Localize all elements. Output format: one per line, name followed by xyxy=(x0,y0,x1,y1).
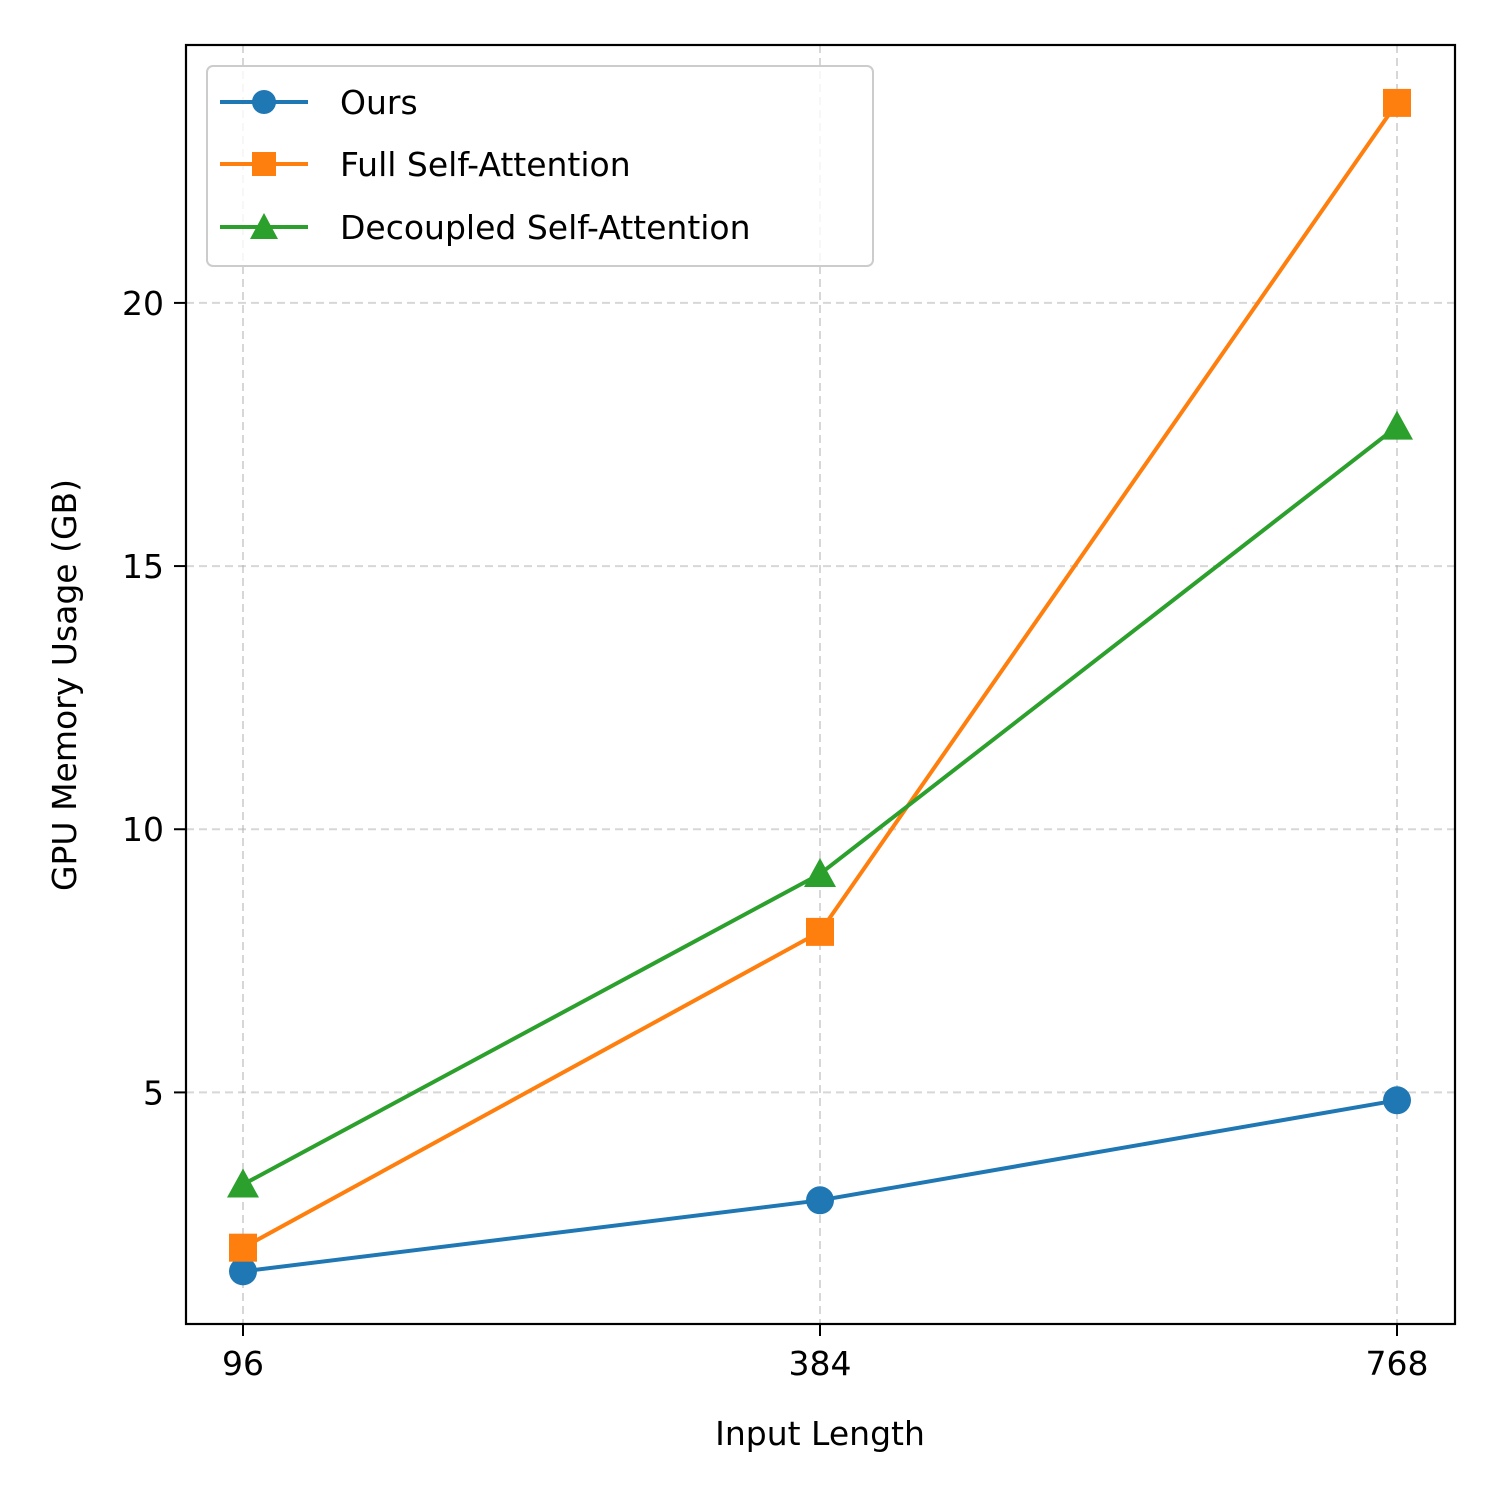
axes: 96 384 768 5 10 15 20 xyxy=(122,284,1429,1383)
x-axis-title: Input Length xyxy=(715,1414,925,1453)
y-axis-title: GPU Memory Usage (GB) xyxy=(45,479,84,891)
legend-frame xyxy=(206,65,874,267)
data-point-ours xyxy=(1383,1086,1411,1115)
data-point-ours xyxy=(806,1186,834,1215)
data-point-decoupled-self-attention xyxy=(804,857,836,887)
legend-item-ours: Ours xyxy=(220,83,418,122)
legend-marker-square-icon xyxy=(252,152,276,176)
legend-marker-circle-icon xyxy=(252,90,276,114)
y-tick-label: 20 xyxy=(122,284,164,323)
x-tick-label: 96 xyxy=(222,1344,264,1383)
data-point-full-self-attention xyxy=(806,917,834,946)
data-point-full-self-attention xyxy=(229,1233,257,1262)
legend-item-decoupled-self-attention: Decoupled Self-Attention xyxy=(220,208,751,247)
data-point-full-self-attention xyxy=(1383,88,1411,117)
legend-label-decoupled-self-attention: Decoupled Self-Attention xyxy=(340,208,751,247)
legend-label-full-self-attention: Full Self-Attention xyxy=(340,145,631,184)
legend: Ours Full Self-Attention Decoupled Self-… xyxy=(206,65,874,267)
y-tick-label: 10 xyxy=(122,810,164,849)
legend-label-ours: Ours xyxy=(340,83,418,122)
data-point-decoupled-self-attention xyxy=(227,1168,259,1198)
x-tick-label: 768 xyxy=(1366,1344,1429,1383)
y-tick-label: 15 xyxy=(122,547,164,586)
data-point-ours xyxy=(229,1257,257,1286)
y-tick-label: 5 xyxy=(143,1073,164,1112)
data-point-decoupled-self-attention xyxy=(1381,410,1413,440)
legend-marker-triangle-icon xyxy=(250,213,278,239)
legend-item-full-self-attention: Full Self-Attention xyxy=(220,145,631,184)
data-series xyxy=(227,88,1413,1286)
x-tick-label: 384 xyxy=(789,1344,852,1383)
